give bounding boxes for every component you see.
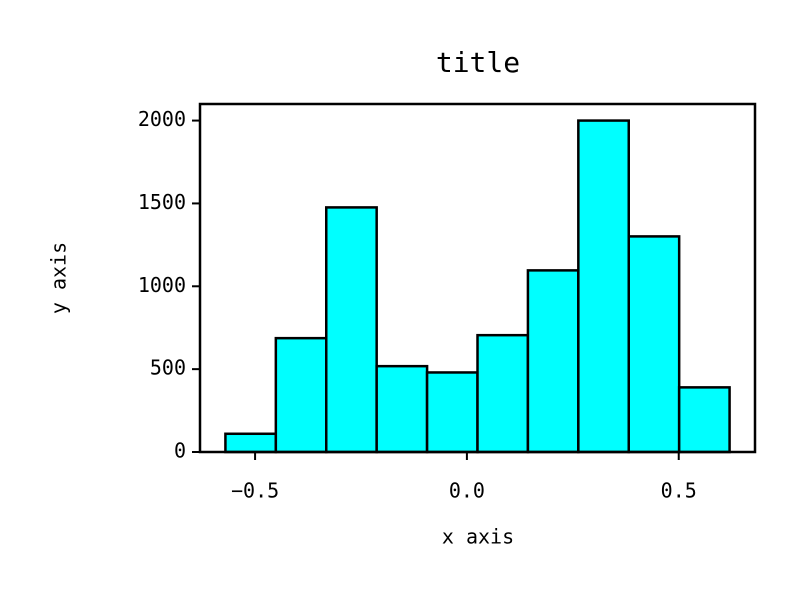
y-axis-label: y axis: [47, 242, 71, 314]
bar: [274, 336, 328, 454]
y-tick-label: 1000: [138, 273, 186, 297]
plot-frame: [198, 102, 757, 454]
x-tick-label: 0.5: [661, 479, 697, 503]
bar: [375, 364, 429, 454]
bar: [325, 206, 378, 454]
bar: [577, 119, 630, 454]
y-tick-label: 1500: [138, 190, 186, 214]
x-axis-label: x axis: [442, 525, 514, 549]
bar: [476, 333, 530, 454]
y-tick-label: 500: [150, 356, 186, 380]
x-tick-label: 0.0: [449, 479, 485, 503]
bar: [425, 371, 479, 454]
bar: [627, 235, 681, 454]
y-tick-label: 2000: [138, 107, 186, 131]
bar: [677, 386, 731, 454]
bar: [224, 432, 278, 454]
x-tick-label: −0.5: [231, 479, 279, 503]
y-tick-label: 0: [174, 439, 186, 463]
chart-title: title: [436, 46, 520, 79]
bar: [526, 269, 580, 454]
